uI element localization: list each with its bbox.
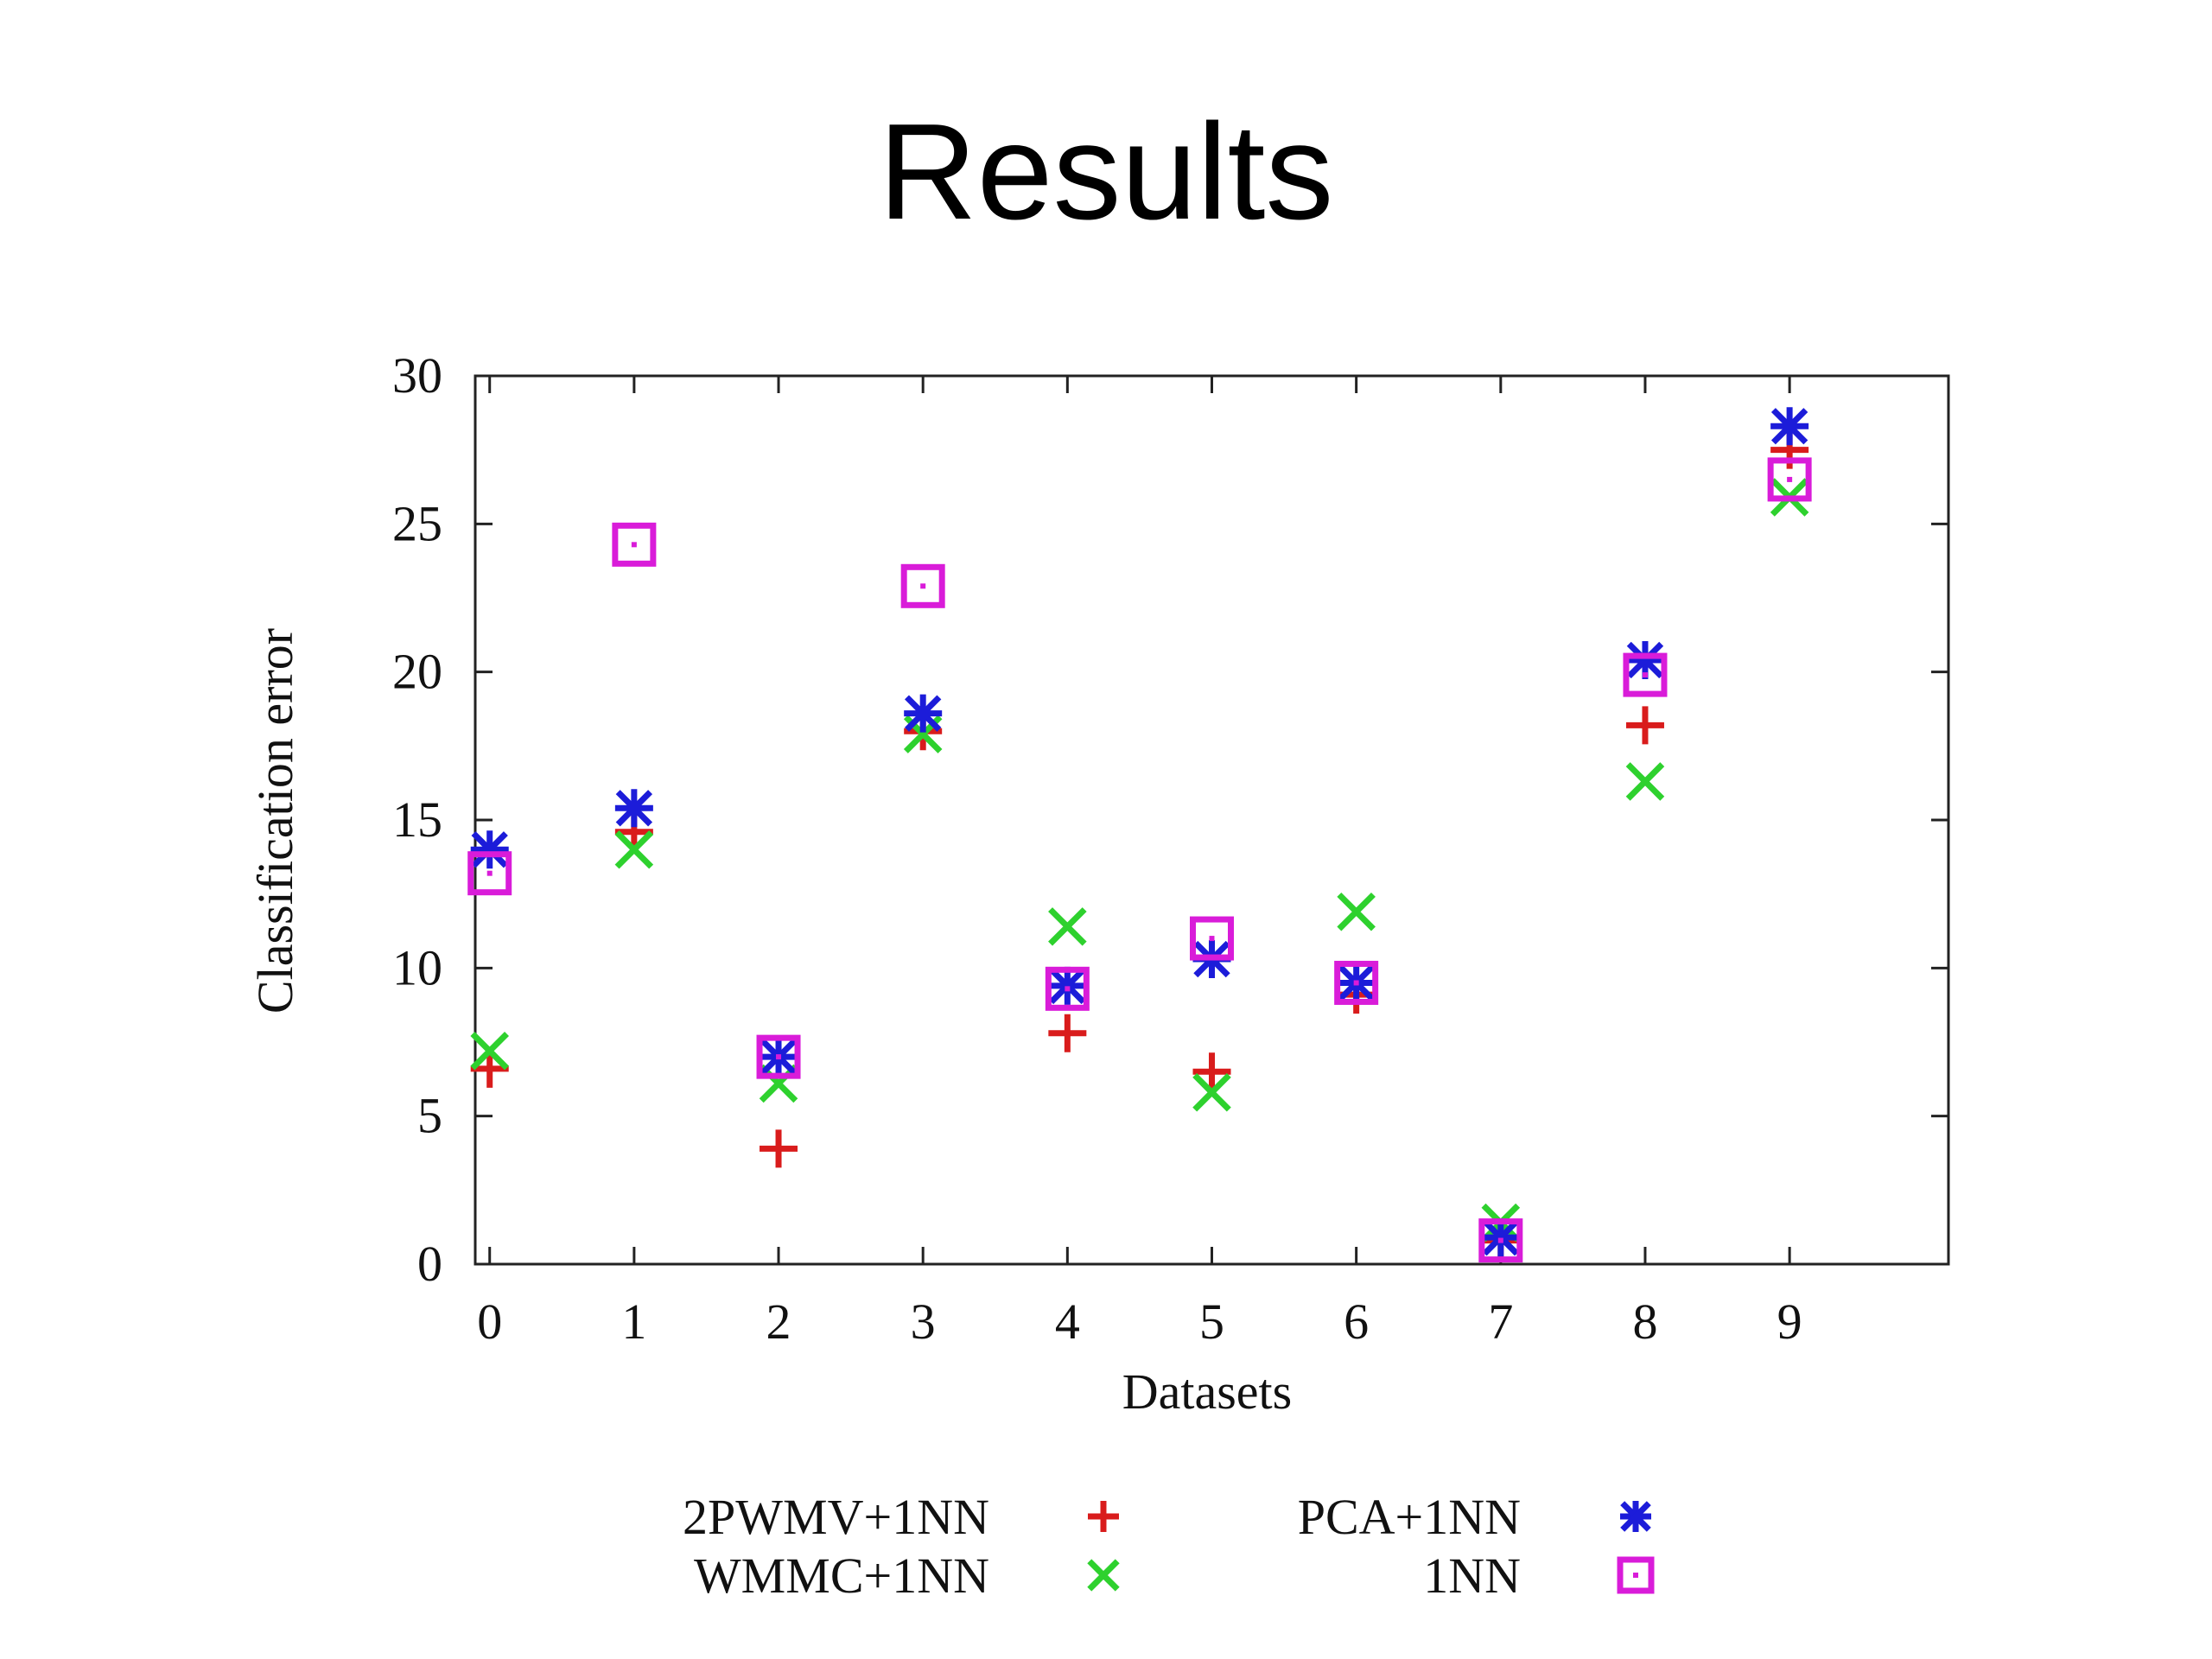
y-axis-title: Classification error: [247, 628, 303, 1014]
data-points: [467, 407, 1812, 1263]
legend-label: WMMC+1NN: [694, 1548, 989, 1604]
x-tick-label: 7: [1488, 1294, 1513, 1350]
y-tick-label: 10: [392, 939, 442, 995]
data-point: [760, 1129, 798, 1168]
data-point: [1048, 907, 1087, 946]
x-tick-label: 0: [477, 1294, 502, 1350]
data-point: [470, 1032, 509, 1071]
series-2PWMV+1NN: [470, 430, 1809, 1260]
data-point: [614, 830, 654, 869]
x-tick-label: 4: [1055, 1294, 1080, 1350]
x-axis: 0 1 2 3 4 5 6 7 8 9: [477, 376, 1802, 1350]
slide-title: Results: [878, 96, 1334, 248]
y-tick-label: 30: [392, 347, 442, 404]
x-tick-label: 3: [911, 1294, 936, 1350]
data-point: [1048, 966, 1087, 1005]
legend-marker: [1087, 1559, 1120, 1592]
legend-marker: [1620, 1501, 1651, 1532]
y-tick-label: 0: [417, 1236, 442, 1292]
x-tick-label: 2: [766, 1294, 791, 1350]
data-point: [1625, 762, 1665, 801]
data-point: [756, 1034, 801, 1079]
data-point: [1625, 706, 1664, 745]
legend-item: PCA+1NN: [1298, 1489, 1651, 1545]
series-1NN: [467, 457, 1812, 1263]
plot-border: [474, 374, 1950, 1266]
data-point: [904, 694, 943, 733]
data-point: [467, 851, 512, 896]
legend-item: 2PWMV+1NN: [683, 1489, 1119, 1545]
legend-item: 1NN: [1423, 1548, 1655, 1604]
legend-marker: [1088, 1501, 1119, 1532]
x-tick-label: 6: [1344, 1294, 1369, 1350]
data-point: [1337, 892, 1376, 931]
series-WMMC+1NN: [470, 478, 1809, 1243]
y-tick-label: 15: [392, 791, 442, 848]
y-tick-label: 25: [392, 495, 442, 551]
data-point: [1048, 1014, 1087, 1052]
x-tick-label: 8: [1632, 1294, 1657, 1350]
data-point: [1334, 960, 1379, 1005]
data-point: [470, 1049, 509, 1088]
data-point: [1045, 966, 1090, 1011]
y-axis: 0 5 10 15 20 25 30: [392, 347, 1948, 1292]
x-tick-label: 9: [1777, 1294, 1802, 1350]
legend-item: WMMC+1NN: [694, 1548, 1120, 1604]
x-tick-label: 1: [621, 1294, 646, 1350]
data-point: [1481, 1218, 1520, 1257]
legend-label: 2PWMV+1NN: [683, 1489, 989, 1545]
y-tick-label: 20: [392, 644, 442, 700]
y-tick-label: 5: [417, 1088, 442, 1144]
x-axis-title: Datasets: [1122, 1363, 1293, 1420]
legend-label: PCA+1NN: [1298, 1489, 1521, 1545]
data-point: [1192, 1072, 1231, 1112]
data-point: [1623, 652, 1668, 697]
data-point: [1478, 1218, 1523, 1263]
legend-marker: [1617, 1556, 1655, 1594]
data-point: [1192, 1052, 1231, 1091]
x-tick-label: 5: [1199, 1294, 1224, 1350]
data-point: [1767, 457, 1812, 502]
data-point: [614, 789, 653, 828]
plot-frame: [474, 374, 1950, 1266]
data-point: [1190, 916, 1234, 961]
data-point: [470, 830, 509, 869]
data-point: [1770, 407, 1809, 446]
data-point: [612, 522, 657, 567]
data-point: [900, 563, 945, 608]
series-PCA+1NN: [470, 407, 1809, 1257]
legend-label: 1NN: [1423, 1548, 1521, 1604]
